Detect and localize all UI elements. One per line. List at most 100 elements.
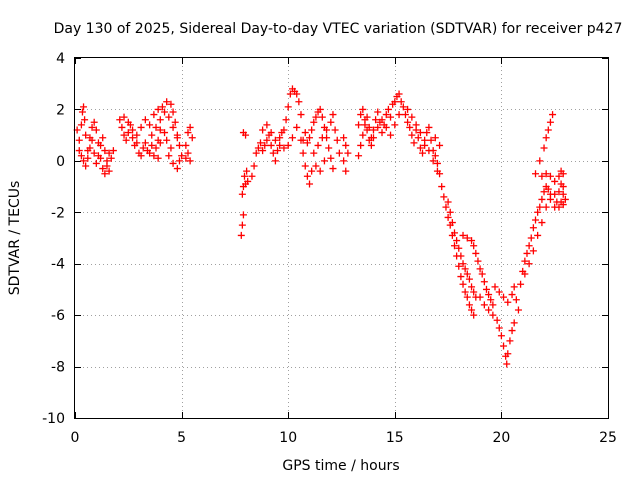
data-point <box>378 116 386 124</box>
data-point <box>357 141 365 149</box>
data-point <box>468 283 476 291</box>
data-point <box>521 257 529 265</box>
x-tick-label: 10 <box>279 430 297 446</box>
plot-frame <box>74 57 609 419</box>
data-point <box>133 131 141 139</box>
data-point <box>318 134 326 142</box>
data-point <box>118 123 126 131</box>
data-point <box>500 293 508 301</box>
data-point <box>372 116 380 124</box>
data-point <box>546 195 554 203</box>
data-point <box>303 172 311 180</box>
data-point <box>549 111 557 119</box>
data-point <box>425 123 433 131</box>
data-point <box>156 126 164 134</box>
data-point <box>306 134 314 142</box>
data-point <box>450 229 458 237</box>
data-point <box>120 113 128 121</box>
data-point <box>167 100 175 108</box>
data-point <box>239 211 247 219</box>
data-point <box>369 126 377 134</box>
data-point <box>184 129 192 137</box>
data-point <box>167 144 175 152</box>
data-point <box>506 337 514 345</box>
data-point <box>156 139 164 147</box>
data-point <box>333 136 341 144</box>
data-point <box>551 190 559 198</box>
axis-ticks <box>75 58 609 419</box>
data-point <box>404 105 412 113</box>
data-point <box>538 195 546 203</box>
data-point <box>175 141 183 149</box>
data-point <box>425 147 433 155</box>
y-tick-label: 0 <box>56 154 65 170</box>
data-point <box>150 111 158 119</box>
data-point <box>361 116 369 124</box>
data-point <box>497 332 505 340</box>
data-point <box>468 306 476 314</box>
data-point <box>124 129 132 137</box>
data-point <box>546 118 554 126</box>
data-point <box>436 141 444 149</box>
y-tick-label: -4 <box>51 257 65 273</box>
data-point <box>491 283 499 291</box>
data-point <box>508 327 516 335</box>
data-point <box>391 98 399 106</box>
data-point <box>327 118 335 126</box>
data-point <box>355 152 363 160</box>
data-point <box>521 270 529 278</box>
data-point <box>299 136 307 144</box>
data-point <box>90 118 98 126</box>
data-point <box>154 105 162 113</box>
data-point <box>297 111 305 119</box>
data-point <box>141 139 149 147</box>
data-point <box>527 234 535 242</box>
data-point <box>459 280 467 288</box>
data-point <box>182 141 190 149</box>
data-point <box>288 134 296 142</box>
grid-lines <box>75 58 608 418</box>
data-point <box>329 111 337 119</box>
data-point <box>536 157 544 165</box>
data-point <box>457 273 465 281</box>
data-point <box>482 285 490 293</box>
data-point <box>359 131 367 139</box>
data-point <box>555 188 563 196</box>
data-point <box>478 270 486 278</box>
data-point <box>489 311 497 319</box>
data-point <box>555 172 563 180</box>
data-point <box>538 172 546 180</box>
data-point <box>489 301 497 309</box>
data-point <box>269 149 277 157</box>
data-point <box>525 242 533 250</box>
data-point <box>169 159 177 167</box>
data-point <box>105 167 113 175</box>
data-point <box>173 165 181 173</box>
data-point <box>284 141 292 149</box>
data-point <box>310 118 318 126</box>
data-point <box>259 147 267 155</box>
data-point <box>184 149 192 157</box>
data-point <box>455 262 463 270</box>
data-point <box>453 237 461 245</box>
data-point <box>312 162 320 170</box>
data-point <box>301 162 309 170</box>
data-point <box>146 121 154 129</box>
data-point <box>455 244 463 252</box>
data-point <box>391 121 399 129</box>
data-point <box>448 219 456 227</box>
data-point <box>461 265 469 273</box>
data-point <box>169 108 177 116</box>
data-point <box>342 141 350 149</box>
data-point <box>325 144 333 152</box>
data-point <box>99 165 107 173</box>
data-point <box>416 144 424 152</box>
data-point <box>137 123 145 131</box>
data-point <box>485 306 493 314</box>
data-point <box>344 149 352 157</box>
data-point <box>544 126 552 134</box>
data-point <box>129 134 137 142</box>
data-point <box>94 152 102 160</box>
x-tick-label: 15 <box>386 430 404 446</box>
data-point <box>263 136 271 144</box>
